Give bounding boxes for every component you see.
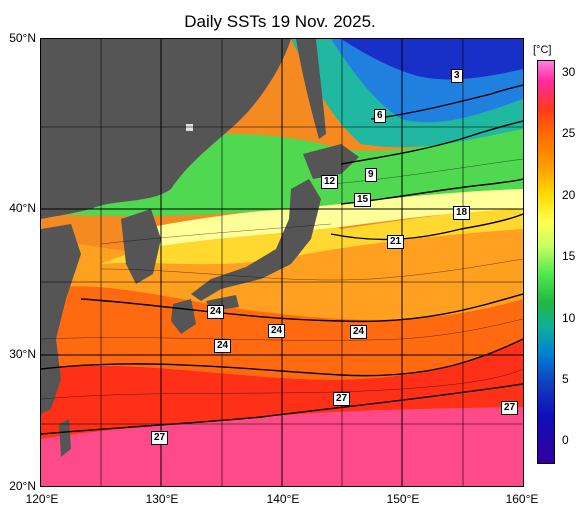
- longitude-label: 140°E: [266, 492, 300, 506]
- land-small-island: [186, 124, 193, 131]
- contour-label: 3: [451, 69, 463, 83]
- contour-label: 24: [268, 324, 286, 338]
- isotherm-fine-line: [41, 318, 523, 341]
- isotherms-fine: [41, 158, 523, 400]
- isotherm-line: [80, 293, 523, 323]
- contour-label: 27: [151, 431, 169, 445]
- land-taiwan: [59, 419, 71, 457]
- latitude-label: 20°N: [9, 479, 36, 493]
- land-korea: [121, 209, 161, 284]
- isotherm-fine-line: [100, 258, 523, 281]
- isotherm-line: [370, 84, 523, 120]
- longitude-label: 120°E: [25, 492, 59, 506]
- latitude-label: 50°N: [9, 31, 36, 45]
- isotherm-line: [41, 338, 523, 377]
- colorbar-tick-label: 30: [562, 65, 576, 79]
- isotherm-fine-line: [41, 368, 523, 400]
- sst-band-deep-blue: [341, 39, 523, 80]
- contour-label: 24: [350, 325, 368, 339]
- colorbar-tick-label: 20: [562, 188, 576, 202]
- colorbar-tick-label: 15: [562, 249, 576, 263]
- contour-label: 24: [207, 305, 225, 319]
- longitude-label: 160°E: [505, 492, 539, 506]
- isotherm-fine-line: [330, 158, 523, 185]
- map-title: Daily SSTs 19 Nov. 2025.: [184, 12, 376, 31]
- grid-lines: [41, 39, 523, 486]
- latitude-label: 30°N: [9, 347, 36, 361]
- sst-band-pale-yellow: [141, 189, 523, 249]
- isotherms: [41, 84, 523, 435]
- contour-label: 18: [453, 206, 471, 220]
- isotherm-line: [340, 120, 523, 165]
- colorbar: [537, 60, 555, 464]
- longitude-label: 150°E: [386, 492, 420, 506]
- isotherm-line: [340, 178, 523, 205]
- land-sakhalin: [296, 39, 326, 139]
- land-hokkaido: [303, 144, 359, 179]
- contour-label: 21: [387, 235, 405, 249]
- sst-band-yellow: [101, 207, 523, 265]
- land-honshu: [191, 179, 321, 301]
- contour-label: 6: [374, 109, 386, 123]
- contour-label: 15: [354, 193, 372, 207]
- contour-label: 27: [333, 392, 351, 406]
- isotherm-fine-line: [100, 223, 332, 245]
- colorbar-tick-label: 5: [562, 372, 569, 386]
- land-asia-mainland: [41, 39, 291, 219]
- sst-map-canvas: [41, 39, 523, 486]
- isotherm-line: [330, 213, 523, 241]
- contour-label: 9: [365, 168, 377, 182]
- isotherm-line: [41, 383, 523, 435]
- sst-map: 3 6 9 12 15 18 21 24 24 24 24 27 27 27: [40, 38, 524, 487]
- latitude-label: 40°N: [9, 201, 36, 215]
- contour-label: 24: [214, 339, 232, 353]
- colorbar-tick-label: 25: [562, 126, 576, 140]
- contour-label: 12: [321, 175, 339, 189]
- colorbar-unit: [°C]: [533, 44, 552, 56]
- longitude-label: 130°E: [145, 492, 179, 506]
- land-china-coast: [41, 224, 81, 414]
- colorbar-tick-label: 0: [562, 433, 569, 447]
- contour-label: 27: [501, 401, 519, 415]
- colorbar-tick-label: 10: [562, 311, 576, 325]
